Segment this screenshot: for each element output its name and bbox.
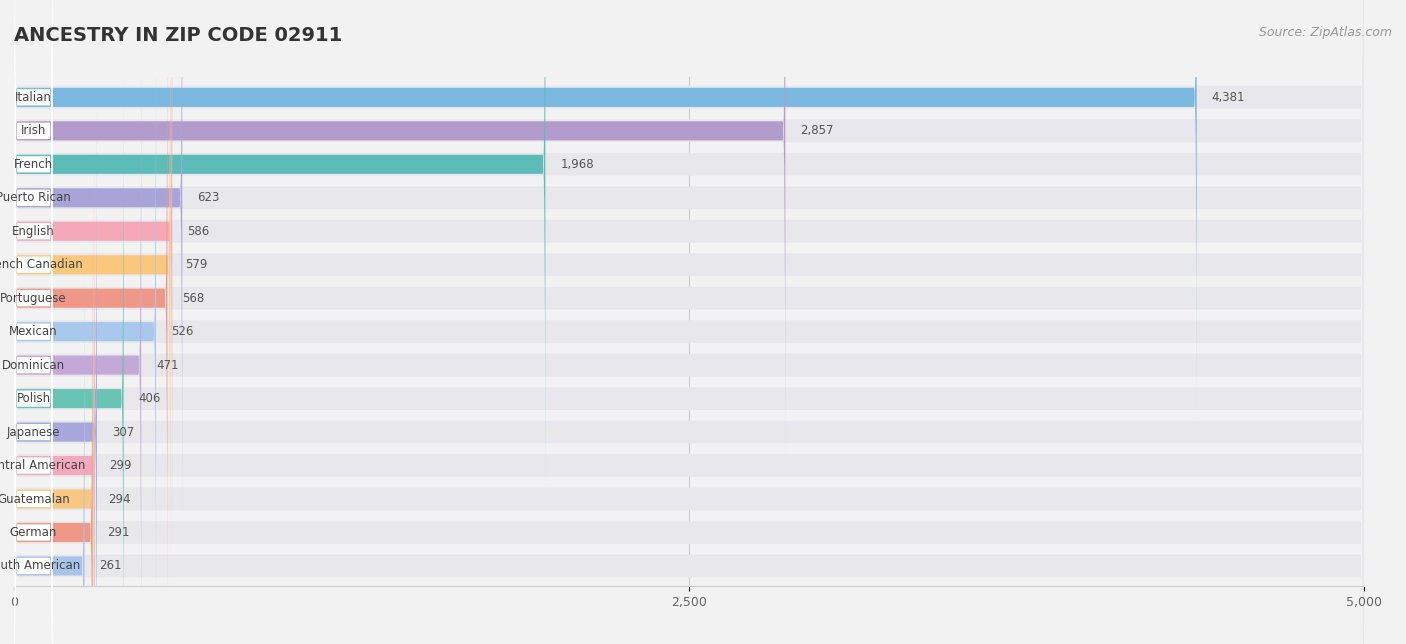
- Text: ANCESTRY IN ZIP CODE 02911: ANCESTRY IN ZIP CODE 02911: [14, 26, 342, 45]
- FancyBboxPatch shape: [14, 39, 52, 625]
- FancyBboxPatch shape: [14, 40, 141, 644]
- Text: Mexican: Mexican: [10, 325, 58, 338]
- FancyBboxPatch shape: [14, 0, 1364, 554]
- FancyBboxPatch shape: [14, 139, 52, 644]
- FancyBboxPatch shape: [14, 0, 167, 623]
- FancyBboxPatch shape: [14, 109, 1364, 644]
- Text: Japanese: Japanese: [7, 426, 60, 439]
- FancyBboxPatch shape: [14, 42, 1364, 644]
- Text: 406: 406: [139, 392, 160, 405]
- FancyBboxPatch shape: [14, 72, 52, 644]
- Text: Polish: Polish: [17, 392, 51, 405]
- Text: French: French: [14, 158, 53, 171]
- FancyBboxPatch shape: [14, 106, 52, 644]
- FancyBboxPatch shape: [14, 0, 546, 489]
- FancyBboxPatch shape: [14, 0, 170, 590]
- FancyBboxPatch shape: [14, 0, 1364, 521]
- FancyBboxPatch shape: [14, 0, 1364, 644]
- FancyBboxPatch shape: [14, 0, 52, 390]
- Text: Puerto Rican: Puerto Rican: [0, 191, 70, 204]
- Text: 526: 526: [172, 325, 193, 338]
- FancyBboxPatch shape: [14, 0, 52, 558]
- Text: Source: ZipAtlas.com: Source: ZipAtlas.com: [1258, 26, 1392, 39]
- FancyBboxPatch shape: [14, 240, 52, 644]
- FancyBboxPatch shape: [14, 206, 52, 644]
- Text: Italian: Italian: [15, 91, 52, 104]
- FancyBboxPatch shape: [14, 5, 52, 591]
- Text: 1,968: 1,968: [560, 158, 593, 171]
- Text: German: German: [10, 526, 58, 539]
- FancyBboxPatch shape: [14, 140, 94, 644]
- Text: Central American: Central American: [0, 459, 86, 472]
- FancyBboxPatch shape: [14, 75, 1364, 644]
- FancyBboxPatch shape: [14, 6, 156, 644]
- FancyBboxPatch shape: [14, 0, 786, 456]
- FancyBboxPatch shape: [14, 207, 93, 644]
- Text: 2,857: 2,857: [800, 124, 834, 137]
- Text: 623: 623: [197, 191, 219, 204]
- Text: Guatemalan: Guatemalan: [0, 493, 70, 506]
- Text: Dominican: Dominican: [1, 359, 65, 372]
- FancyBboxPatch shape: [14, 0, 173, 556]
- Text: Portuguese: Portuguese: [0, 292, 67, 305]
- Text: 579: 579: [186, 258, 208, 271]
- FancyBboxPatch shape: [14, 241, 84, 644]
- Text: Irish: Irish: [21, 124, 46, 137]
- Text: 299: 299: [110, 459, 132, 472]
- FancyBboxPatch shape: [14, 0, 52, 491]
- FancyBboxPatch shape: [14, 0, 52, 424]
- Text: 294: 294: [108, 493, 131, 506]
- FancyBboxPatch shape: [14, 0, 1364, 644]
- FancyBboxPatch shape: [14, 173, 52, 644]
- FancyBboxPatch shape: [14, 0, 1364, 644]
- Text: 568: 568: [183, 292, 204, 305]
- Text: French Canadian: French Canadian: [0, 258, 83, 271]
- FancyBboxPatch shape: [14, 176, 1364, 644]
- FancyBboxPatch shape: [14, 73, 124, 644]
- FancyBboxPatch shape: [14, 0, 52, 457]
- Text: 586: 586: [187, 225, 209, 238]
- FancyBboxPatch shape: [14, 0, 1197, 422]
- FancyBboxPatch shape: [14, 0, 1364, 621]
- FancyBboxPatch shape: [14, 0, 1364, 644]
- FancyBboxPatch shape: [14, 0, 1364, 588]
- FancyBboxPatch shape: [14, 174, 93, 644]
- FancyBboxPatch shape: [14, 0, 1364, 488]
- FancyBboxPatch shape: [14, 0, 183, 523]
- FancyBboxPatch shape: [14, 107, 97, 644]
- Text: English: English: [13, 225, 55, 238]
- Text: 307: 307: [112, 426, 134, 439]
- FancyBboxPatch shape: [14, 0, 52, 524]
- Text: 471: 471: [156, 359, 179, 372]
- FancyBboxPatch shape: [14, 8, 1364, 644]
- FancyBboxPatch shape: [14, 273, 52, 644]
- FancyBboxPatch shape: [14, 142, 1364, 644]
- Text: South American: South American: [0, 560, 80, 573]
- Text: 261: 261: [100, 560, 122, 573]
- Text: 4,381: 4,381: [1212, 91, 1246, 104]
- Text: 291: 291: [107, 526, 129, 539]
